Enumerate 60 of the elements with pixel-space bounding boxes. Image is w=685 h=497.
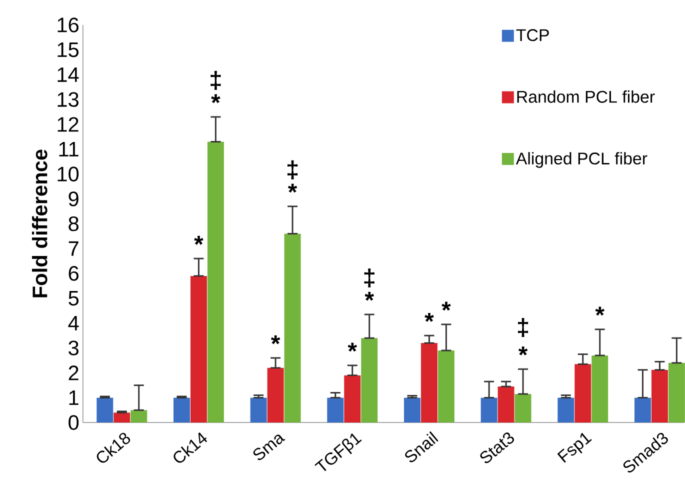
bar bbox=[250, 397, 267, 422]
annotation: * bbox=[595, 306, 604, 316]
annotation: * bbox=[442, 302, 451, 310]
y-tick-label: 7 bbox=[68, 241, 78, 256]
bar bbox=[404, 397, 420, 422]
y-tick-label: 0 bbox=[68, 414, 79, 430]
y-tick-label: 11 bbox=[59, 142, 78, 156]
annotation: * bbox=[348, 342, 357, 352]
annotation: * bbox=[211, 94, 220, 103]
bar bbox=[327, 397, 344, 422]
annotation: ‡ bbox=[210, 70, 221, 90]
y-tick-label: 15 bbox=[58, 42, 79, 57]
bar bbox=[420, 342, 438, 422]
annotation: * bbox=[364, 292, 374, 300]
bar bbox=[267, 368, 284, 422]
bar bbox=[480, 397, 498, 422]
y-tick-label: 4 bbox=[68, 316, 79, 330]
y-axis-title: Fold difference bbox=[32, 149, 48, 298]
bar bbox=[130, 410, 148, 422]
bar bbox=[438, 350, 454, 422]
y-tick-label: 2 bbox=[68, 365, 78, 380]
bar bbox=[514, 394, 532, 422]
bar bbox=[498, 386, 514, 422]
annotation: * bbox=[288, 184, 298, 192]
annotation: ‡ bbox=[364, 268, 374, 288]
bar bbox=[114, 412, 130, 422]
annotation: * bbox=[194, 236, 204, 245]
y-tick-label: 8 bbox=[68, 216, 78, 231]
x-tick-label: Sma bbox=[253, 434, 286, 460]
annotation: * bbox=[270, 335, 280, 344]
legend-label: Random PCL fiber bbox=[517, 90, 655, 103]
y-tick-label: 12 bbox=[58, 116, 78, 132]
bar bbox=[207, 142, 224, 422]
annotation: ‡ bbox=[518, 318, 528, 337]
bar bbox=[173, 397, 190, 422]
bar bbox=[361, 338, 378, 422]
annotation: * bbox=[424, 312, 434, 322]
bar bbox=[344, 375, 361, 422]
bar bbox=[190, 276, 207, 422]
y-tick-label: 13 bbox=[58, 92, 78, 107]
y-tick-label: 6 bbox=[68, 266, 78, 281]
y-tick-label: 3 bbox=[68, 340, 78, 356]
y-tick-label: 10 bbox=[58, 166, 79, 182]
bar bbox=[668, 362, 685, 422]
bar bbox=[284, 233, 301, 422]
bar bbox=[574, 364, 592, 422]
bar bbox=[96, 397, 114, 422]
y-tick-label: 14 bbox=[58, 67, 79, 82]
bar bbox=[651, 370, 668, 422]
y-tick-label: 9 bbox=[68, 191, 78, 206]
annotation: ‡ bbox=[287, 160, 298, 180]
y-tick-label: 16 bbox=[58, 17, 78, 32]
y-tick-label: 1 bbox=[69, 390, 78, 405]
legend-label: Aligned PCL fiber bbox=[516, 152, 648, 168]
bar bbox=[592, 355, 608, 422]
legend-label: TCP bbox=[516, 28, 549, 41]
bar bbox=[558, 397, 574, 422]
annotation: * bbox=[518, 346, 528, 356]
y-tick-label: 5 bbox=[68, 290, 79, 306]
bar bbox=[634, 397, 651, 422]
